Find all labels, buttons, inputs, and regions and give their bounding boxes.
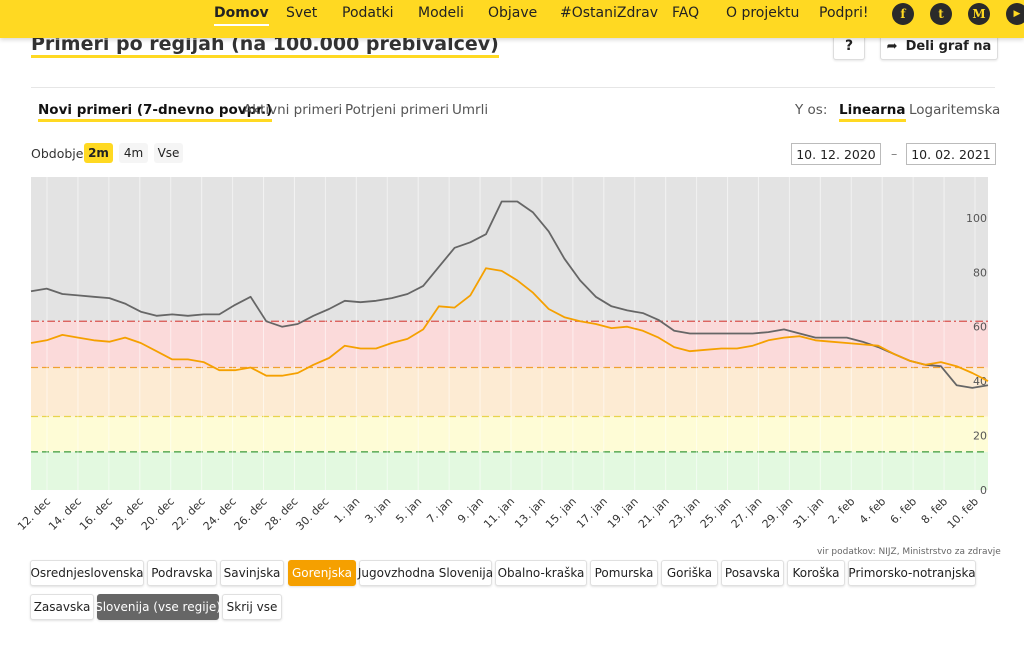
x-tick-label: 15. jan bbox=[543, 495, 579, 531]
x-tick-label: 13. jan bbox=[512, 495, 548, 531]
region-primorsko-notranjska[interactable]: Primorsko-notranjska bbox=[848, 560, 976, 586]
date-to-input[interactable]: 10. 02. 2021 bbox=[906, 143, 996, 165]
x-tick-label: 18. dec bbox=[108, 495, 146, 533]
x-tick-label: 10. feb bbox=[945, 495, 982, 532]
tab-umrli[interactable]: Umrli bbox=[452, 102, 489, 118]
x-tick-label: 29. jan bbox=[760, 495, 796, 531]
twitter-icon[interactable]: t bbox=[930, 3, 952, 25]
region-goriska[interactable]: Goriška bbox=[661, 560, 718, 586]
x-tick-label: 19. jan bbox=[605, 495, 641, 531]
region-obalno-kraska[interactable]: Obalno-kraška bbox=[495, 560, 587, 586]
data-source: vir podatkov: NIJZ, Ministrstvo za zdrav… bbox=[817, 547, 1001, 557]
series-line-gorenjska bbox=[30, 267, 989, 382]
y-tick-label: 20 bbox=[973, 430, 987, 443]
y-tick-label: 0 bbox=[980, 484, 987, 497]
tab-aktivni-primeri[interactable]: Aktivni primeri bbox=[243, 102, 343, 118]
band-3 bbox=[31, 416, 988, 452]
nav-faq[interactable]: FAQ bbox=[672, 5, 700, 21]
period-vse[interactable]: Vse bbox=[154, 143, 183, 163]
y-tick-label: 100 bbox=[966, 212, 987, 225]
nav-modeli[interactable]: Modeli bbox=[418, 5, 464, 21]
x-tick-label: 25. jan bbox=[698, 495, 734, 531]
x-tick-label: 22. dec bbox=[170, 495, 208, 533]
tab-potrjeni-primeri[interactable]: Potrjeni primeri bbox=[345, 102, 450, 118]
x-tick-label: 3. jan bbox=[362, 495, 393, 526]
x-tick-label: 26. dec bbox=[232, 495, 270, 533]
share-icon: ➦ bbox=[886, 38, 898, 54]
period-2m[interactable]: 2m bbox=[84, 143, 113, 163]
date-from-input[interactable]: 10. 12. 2020 bbox=[791, 143, 881, 165]
x-tick-label: 5. jan bbox=[393, 495, 424, 526]
band-2 bbox=[31, 367, 988, 417]
nav-podatki[interactable]: Podatki bbox=[342, 5, 394, 21]
y-tick-label: 60 bbox=[973, 321, 987, 334]
x-tick-label: 14. dec bbox=[46, 495, 84, 533]
nav-domov[interactable]: Domov bbox=[214, 5, 269, 26]
hide-all-button[interactable]: Skrij vse bbox=[222, 594, 282, 620]
share-button-label: Deli graf na bbox=[905, 38, 992, 54]
region-pomurska[interactable]: Pomurska bbox=[590, 560, 658, 586]
date-separator: – bbox=[891, 146, 898, 161]
region-posavska[interactable]: Posavska bbox=[721, 560, 784, 586]
region-osrednjeslovenska[interactable]: Osrednjeslovenska bbox=[30, 560, 144, 586]
region-gorenjska[interactable]: Gorenjska bbox=[288, 560, 356, 586]
region-podravska[interactable]: Podravska bbox=[147, 560, 217, 586]
x-tick-label: 17. jan bbox=[574, 495, 610, 531]
youtube-icon[interactable]: ▶ bbox=[1006, 3, 1024, 25]
nav-svet[interactable]: Svet bbox=[286, 5, 318, 21]
tab-novi-primeri[interactable]: Novi primeri (7-dnevno povpr.) bbox=[38, 102, 273, 122]
medium-icon[interactable]: M bbox=[968, 3, 990, 25]
x-tick-label: 20. dec bbox=[139, 495, 177, 533]
x-tick-label: 1. jan bbox=[332, 495, 363, 526]
y-axis-linear[interactable]: Linearna bbox=[839, 102, 906, 122]
y-tick-label: 80 bbox=[973, 266, 987, 279]
x-tick-label: 21. jan bbox=[636, 495, 672, 531]
x-tick-label: 16. dec bbox=[77, 495, 115, 533]
region-zasavska[interactable]: Zasavska bbox=[30, 594, 94, 620]
period-label: Obdobje bbox=[31, 146, 84, 161]
region-jugovzhodna-slovenija[interactable]: Jugovzhodna Slovenija bbox=[358, 560, 493, 586]
x-tick-label: 28. dec bbox=[263, 495, 301, 533]
x-tick-label: 7. jan bbox=[424, 495, 455, 526]
band-4 bbox=[31, 451, 988, 490]
nav-ostanizdrav[interactable]: #OstaniZdrav bbox=[560, 5, 658, 21]
series-line-slovenija bbox=[30, 200, 989, 389]
y-axis-log[interactable]: Logaritemska bbox=[909, 102, 1001, 118]
band-1 bbox=[31, 321, 988, 368]
nav-podpri[interactable]: Podpri! bbox=[819, 5, 869, 21]
y-axis-label: Y os: bbox=[795, 102, 828, 118]
period-4m[interactable]: 4m bbox=[119, 143, 148, 163]
x-tick-label: 23. jan bbox=[667, 495, 703, 531]
region-koroska[interactable]: Koroška bbox=[787, 560, 845, 586]
nav-objave[interactable]: Objave bbox=[488, 5, 538, 21]
x-tick-label: 24. dec bbox=[201, 495, 239, 533]
divider bbox=[31, 87, 995, 88]
region-slovenija[interactable]: Slovenija (vse regije) bbox=[95, 594, 221, 620]
x-tick-label: 2. feb bbox=[826, 495, 858, 527]
x-tick-label: 30. dec bbox=[293, 495, 331, 533]
top-navigation: Domov Svet Podatki Modeli Objave #Ostani… bbox=[0, 0, 1024, 38]
facebook-icon[interactable]: f bbox=[892, 3, 914, 25]
nav-o-projektu[interactable]: O projektu bbox=[726, 5, 800, 21]
band-0 bbox=[31, 177, 988, 322]
page-title: Primeri po regijah (na 100.000 prebivalc… bbox=[31, 33, 499, 58]
x-tick-label: 4. feb bbox=[857, 495, 889, 527]
x-tick-label: 31. jan bbox=[791, 495, 827, 531]
region-savinjska[interactable]: Savinjska bbox=[220, 560, 284, 586]
x-tick-label: 27. jan bbox=[729, 495, 765, 531]
x-tick-label: 11. jan bbox=[481, 495, 517, 531]
x-tick-label: 6. feb bbox=[888, 495, 920, 527]
x-tick-label: 12. dec bbox=[15, 495, 53, 533]
